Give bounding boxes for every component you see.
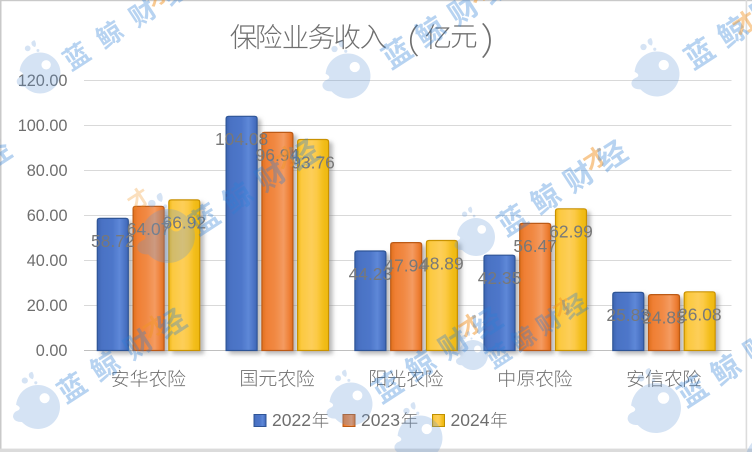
svg-text:47.94: 47.94: [384, 255, 428, 275]
svg-text:24.85: 24.85: [642, 307, 686, 327]
svg-text:42.35: 42.35: [478, 268, 522, 288]
svg-text:2022: 2022: [272, 410, 311, 430]
svg-text:56.47: 56.47: [513, 236, 557, 256]
svg-text:25.83: 25.83: [606, 305, 650, 325]
svg-text:62.99: 62.99: [549, 222, 593, 242]
svg-text:0.00: 0.00: [36, 342, 68, 360]
svg-text:2024: 2024: [451, 410, 490, 430]
svg-text:20.00: 20.00: [27, 297, 68, 315]
svg-text:44.23: 44.23: [349, 264, 393, 284]
svg-text:58.72: 58.72: [91, 231, 135, 251]
svg-text:80.00: 80.00: [27, 162, 68, 180]
svg-text:104.08: 104.08: [215, 129, 268, 149]
svg-text:60.00: 60.00: [27, 207, 68, 225]
svg-text:40.00: 40.00: [27, 252, 68, 270]
svg-text:48.89: 48.89: [420, 253, 464, 273]
svg-text:2023: 2023: [361, 410, 400, 430]
svg-text:100.00: 100.00: [18, 117, 68, 135]
svg-text:26.08: 26.08: [678, 305, 722, 325]
